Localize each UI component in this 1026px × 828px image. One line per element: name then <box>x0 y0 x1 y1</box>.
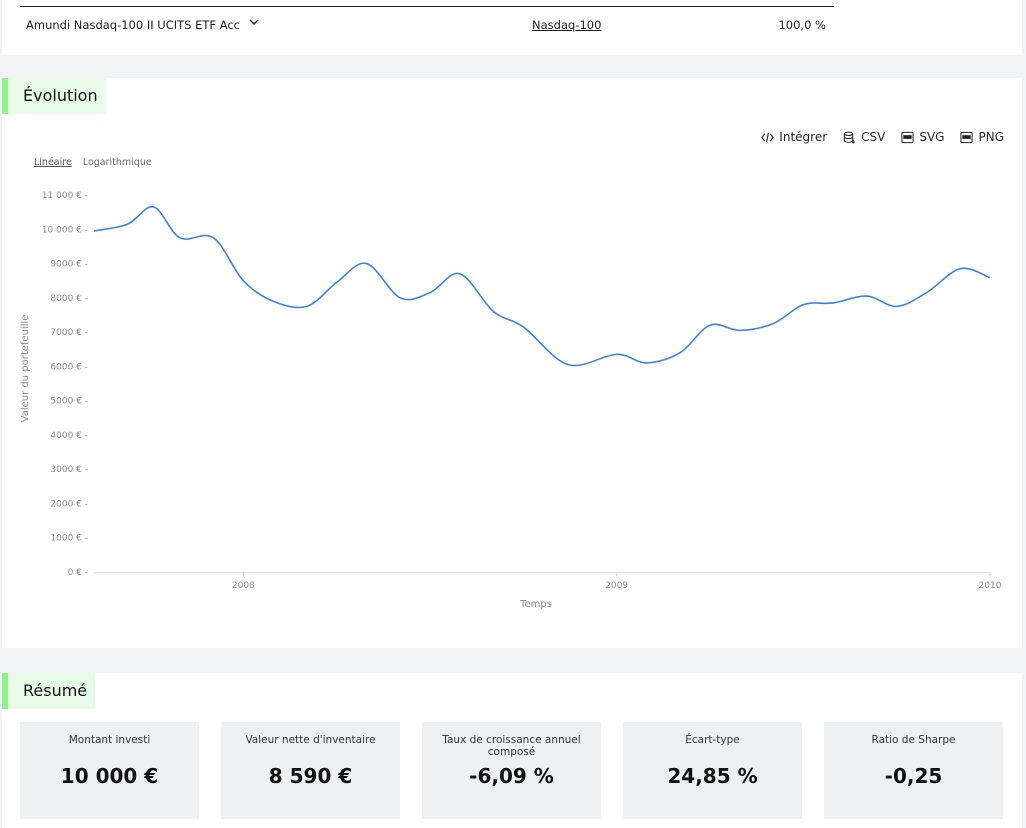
y-tick-label: 6000 € - <box>50 362 88 372</box>
holding-name: Amundi Nasdaq-100 II UCITS ETF Acc <box>26 18 240 32</box>
stat-std-dev: Écart-type 24,85 % <box>623 722 802 819</box>
stats-row: Montant investi 10 000 € Valeur nette d'… <box>20 722 1003 819</box>
y-axis-title: Valeur du portefeuille <box>20 315 31 423</box>
section-title-summary: Résumé <box>2 673 96 709</box>
png-button[interactable]: PNG <box>960 130 1004 144</box>
svg-label: SVG <box>919 130 945 144</box>
portfolio-value-line <box>93 206 991 367</box>
y-tick-label: 7000 € - <box>50 328 88 338</box>
export-toolbar: Intégrer CSV SVG PNG <box>761 130 1004 144</box>
stat-value: -0,25 <box>884 764 943 788</box>
holding-row: Amundi Nasdaq-100 II UCITS ETF Acc Nasda… <box>20 6 834 44</box>
scale-switch: Linéaire Logarithmique <box>34 157 160 168</box>
x-tick-label: 2010 <box>979 581 1002 591</box>
embed-label: Intégrer <box>779 130 828 144</box>
code-icon <box>761 132 775 142</box>
csv-button[interactable]: CSV <box>843 130 885 144</box>
stat-cagr: Taux de croissance annuel composé -6,09 … <box>422 722 601 819</box>
x-tick-label: 2008 <box>232 581 255 591</box>
scale-log-button[interactable]: Logarithmique <box>82 157 152 168</box>
y-tick-label: 10 000 € - <box>42 225 88 235</box>
stat-label: Écart-type <box>685 734 740 746</box>
png-label: PNG <box>978 130 1004 144</box>
y-tick-label: 3000 € - <box>50 465 88 475</box>
y-tick-label: 9000 € - <box>50 260 88 270</box>
y-tick-label: 8000 € - <box>50 294 88 304</box>
y-tick-label: 11 000 € - <box>42 191 88 201</box>
x-axis-title: Temps <box>519 599 552 610</box>
csv-label: CSV <box>861 130 886 144</box>
section-title-evolution: Évolution <box>2 78 106 114</box>
chevron-down-icon[interactable] <box>248 16 260 28</box>
database-icon <box>844 131 856 144</box>
stat-value: -6,09 % <box>469 764 554 788</box>
stat-value: 24,85 % <box>667 764 758 788</box>
scale-linear-button[interactable]: Linéaire <box>34 157 72 168</box>
stat-nav: Valeur nette d'inventaire 8 590 € <box>221 722 400 819</box>
y-tick-label: 0 € - <box>68 568 88 578</box>
stat-invested: Montant investi 10 000 € <box>20 722 199 819</box>
y-tick-label: 1000 € - <box>50 534 88 544</box>
stat-value: 8 590 € <box>268 764 353 788</box>
x-tick-label: 2009 <box>605 581 628 591</box>
y-tick-label: 2000 € - <box>50 499 88 509</box>
holdings-card: Amundi Nasdaq-100 II UCITS ETF Acc Nasda… <box>2 0 1022 55</box>
stat-label: Taux de croissance annuel composé <box>442 734 581 758</box>
holding-weight: 100,0 % <box>778 18 826 32</box>
svg-button[interactable]: SVG <box>901 130 944 144</box>
holding-index-link[interactable]: Nasdaq-100 <box>532 18 602 32</box>
embed-button[interactable]: Intégrer <box>761 130 827 144</box>
y-tick-label: 5000 € - <box>50 397 88 407</box>
evolution-card: Évolution Intégrer CSV SVG PNG Linéaire … <box>2 78 1022 648</box>
stat-value: 10 000 € <box>60 764 159 788</box>
png-file-icon <box>960 131 974 143</box>
stat-sharpe: Ratio de Sharpe -0,25 <box>824 722 1003 819</box>
svg-file-icon <box>901 131 914 143</box>
stat-label: Valeur nette d'inventaire <box>245 734 376 746</box>
summary-card: Résumé Montant investi 10 000 € Valeur n… <box>2 673 1022 828</box>
stat-label: Montant investi <box>68 734 151 746</box>
y-tick-label: 4000 € - <box>50 431 88 441</box>
portfolio-chart: 0 € - 1000 € - 2000 € - 3000 € - 4000 € - 500… <box>20 191 1002 610</box>
stat-label: Ratio de Sharpe <box>871 734 956 746</box>
